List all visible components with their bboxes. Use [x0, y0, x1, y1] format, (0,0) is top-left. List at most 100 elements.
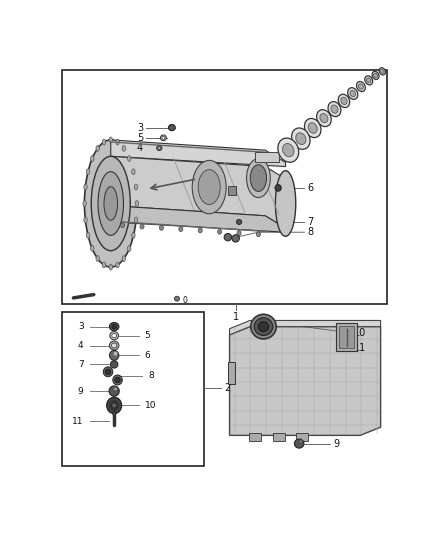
Bar [273, 432, 285, 441]
Text: 2: 2 [224, 383, 230, 393]
Circle shape [179, 227, 183, 231]
Bar [61, 70, 387, 304]
Ellipse shape [111, 343, 117, 348]
Bar [339, 326, 354, 348]
Ellipse shape [294, 439, 304, 448]
Ellipse shape [160, 135, 166, 141]
Text: 9: 9 [78, 386, 84, 395]
Ellipse shape [112, 403, 117, 408]
Ellipse shape [84, 184, 87, 190]
Ellipse shape [110, 361, 118, 368]
Ellipse shape [381, 69, 384, 74]
Polygon shape [111, 156, 286, 228]
Ellipse shape [112, 325, 117, 329]
Ellipse shape [86, 169, 90, 175]
Bar [249, 432, 261, 441]
Bar [297, 432, 308, 441]
Ellipse shape [103, 367, 113, 377]
Ellipse shape [102, 139, 106, 145]
Bar [228, 361, 235, 384]
Ellipse shape [365, 76, 373, 85]
Ellipse shape [109, 137, 113, 143]
Ellipse shape [278, 138, 299, 162]
Bar [228, 186, 237, 195]
Ellipse shape [98, 172, 124, 235]
Text: 10: 10 [145, 401, 156, 410]
Ellipse shape [115, 377, 120, 383]
Ellipse shape [96, 256, 99, 262]
Ellipse shape [292, 128, 310, 149]
Polygon shape [111, 206, 286, 232]
Ellipse shape [85, 140, 137, 267]
Circle shape [120, 223, 125, 228]
Ellipse shape [132, 169, 135, 175]
Ellipse shape [192, 160, 226, 214]
Circle shape [237, 230, 241, 236]
Ellipse shape [174, 296, 180, 301]
Polygon shape [230, 327, 381, 435]
Ellipse shape [110, 350, 119, 360]
Ellipse shape [359, 84, 364, 90]
Ellipse shape [232, 235, 240, 242]
Ellipse shape [276, 171, 296, 236]
Ellipse shape [112, 334, 117, 338]
Ellipse shape [348, 87, 358, 99]
Ellipse shape [134, 217, 138, 223]
Ellipse shape [91, 156, 94, 161]
Ellipse shape [169, 125, 175, 131]
Text: 1: 1 [233, 312, 240, 322]
Text: 11: 11 [72, 416, 84, 425]
Ellipse shape [113, 387, 117, 391]
Ellipse shape [224, 233, 232, 241]
Text: 0: 0 [182, 296, 187, 305]
Ellipse shape [275, 184, 281, 191]
Ellipse shape [109, 264, 113, 270]
Circle shape [218, 229, 222, 234]
Ellipse shape [135, 200, 138, 206]
Ellipse shape [283, 143, 294, 157]
Ellipse shape [91, 246, 94, 252]
Polygon shape [111, 140, 286, 166]
Circle shape [140, 224, 144, 229]
Ellipse shape [132, 232, 135, 238]
Text: 7: 7 [307, 217, 314, 227]
Ellipse shape [162, 136, 165, 139]
Bar [255, 152, 279, 163]
Ellipse shape [86, 232, 90, 238]
Ellipse shape [96, 146, 99, 151]
Ellipse shape [84, 217, 87, 223]
Ellipse shape [357, 82, 365, 92]
Ellipse shape [198, 169, 220, 205]
Ellipse shape [251, 314, 276, 339]
Text: 9: 9 [333, 439, 339, 449]
Text: 8: 8 [307, 227, 314, 237]
Text: 4: 4 [78, 341, 84, 350]
Ellipse shape [379, 68, 385, 75]
Ellipse shape [91, 156, 130, 251]
Ellipse shape [296, 133, 306, 144]
Ellipse shape [102, 262, 106, 268]
Ellipse shape [127, 156, 131, 161]
Circle shape [159, 225, 163, 230]
Text: 4: 4 [137, 143, 143, 153]
Ellipse shape [247, 158, 270, 198]
Ellipse shape [107, 397, 122, 414]
Ellipse shape [304, 118, 321, 138]
Ellipse shape [331, 105, 338, 113]
Text: 10: 10 [353, 328, 366, 338]
Ellipse shape [113, 412, 116, 415]
Text: 3: 3 [78, 322, 84, 331]
Ellipse shape [116, 262, 119, 268]
Ellipse shape [328, 102, 341, 117]
Ellipse shape [350, 90, 356, 96]
Text: 5: 5 [145, 331, 151, 340]
Ellipse shape [113, 351, 118, 356]
Ellipse shape [258, 322, 268, 332]
Text: 6: 6 [307, 183, 314, 193]
Text: 3: 3 [137, 123, 143, 133]
Text: 6: 6 [145, 351, 151, 360]
Ellipse shape [317, 110, 331, 127]
Ellipse shape [122, 146, 126, 151]
Ellipse shape [109, 386, 119, 396]
Ellipse shape [104, 187, 117, 220]
